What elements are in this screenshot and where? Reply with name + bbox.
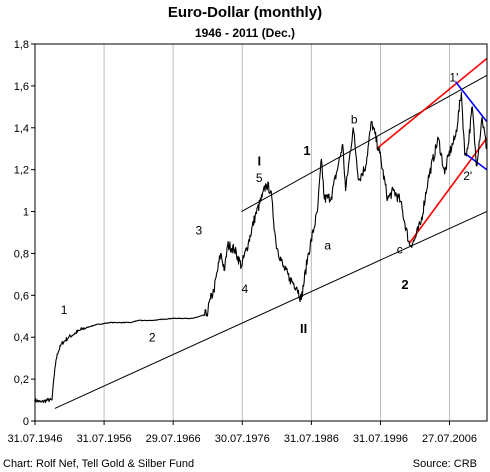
wave-label: 2 [149,330,156,344]
wave-label: 2 [401,277,408,292]
wave-label: 3 [195,224,202,238]
wave-label: a [324,238,331,252]
trendline [463,152,488,171]
wave-label: 4 [242,282,249,296]
x-tick-label: 31.07.1996 [353,433,408,445]
y-tick-label: 0,2 [14,374,29,386]
y-tick-label: 0,8 [14,248,29,260]
y-tick-label: 0,6 [14,290,29,302]
y-tick-label: 0,4 [14,332,29,344]
x-axis-ticks: 31.07.1946 31.07.1956 29.07.1966 30.07.1976… [7,421,477,445]
chart-credit: Chart: Rolf Nef, Tell Gold & Silber Fund [3,458,194,470]
x-tick-label: 30.07.1976 [215,433,270,445]
x-tick-label: 31.07.1986 [284,433,339,445]
wave-label: I [257,153,261,168]
vertical-gridlines [103,44,450,421]
plot-area-frame [34,43,488,422]
x-tick-label: 29.07.1966 [146,433,201,445]
wave-label: 1 [303,143,310,158]
wave-label: 2' [463,169,472,183]
y-axis-ticks: 0 0,2 0,4 0,6 0,8 1 1,2 1,4 1,6 1,8 [14,39,35,428]
x-tick-label: 27.07.2006 [422,433,477,445]
price-series [34,91,488,404]
wave-label: c [397,242,403,256]
y-tick-label: 1,4 [14,123,29,135]
trendline [241,74,487,212]
wave-label: 1 [61,303,68,317]
y-tick-label: 1,2 [14,165,29,177]
series-line [34,91,488,404]
trendlines [54,58,488,409]
y-tick-label: 1 [23,207,29,219]
wave-label: 5 [256,171,263,185]
chart-subtitle: 1946 - 2011 (Dec.) [195,26,295,40]
y-tick-label: 1,8 [14,39,29,51]
x-tick-label: 31.07.1956 [77,433,132,445]
trendline [376,58,488,150]
trendline [454,81,488,122]
wave-label: b [351,113,358,127]
trendline [54,211,487,409]
wave-label: II [300,321,307,336]
chart-title: Euro-Dollar (monthly) [168,4,322,21]
data-source: Source: CRB [413,458,477,470]
trendline [408,137,488,244]
x-tick-label: 31.07.1946 [7,433,62,445]
wave-label: 1' [449,71,458,85]
y-tick-label: 0 [23,416,29,428]
y-tick-label: 1,6 [14,81,29,93]
